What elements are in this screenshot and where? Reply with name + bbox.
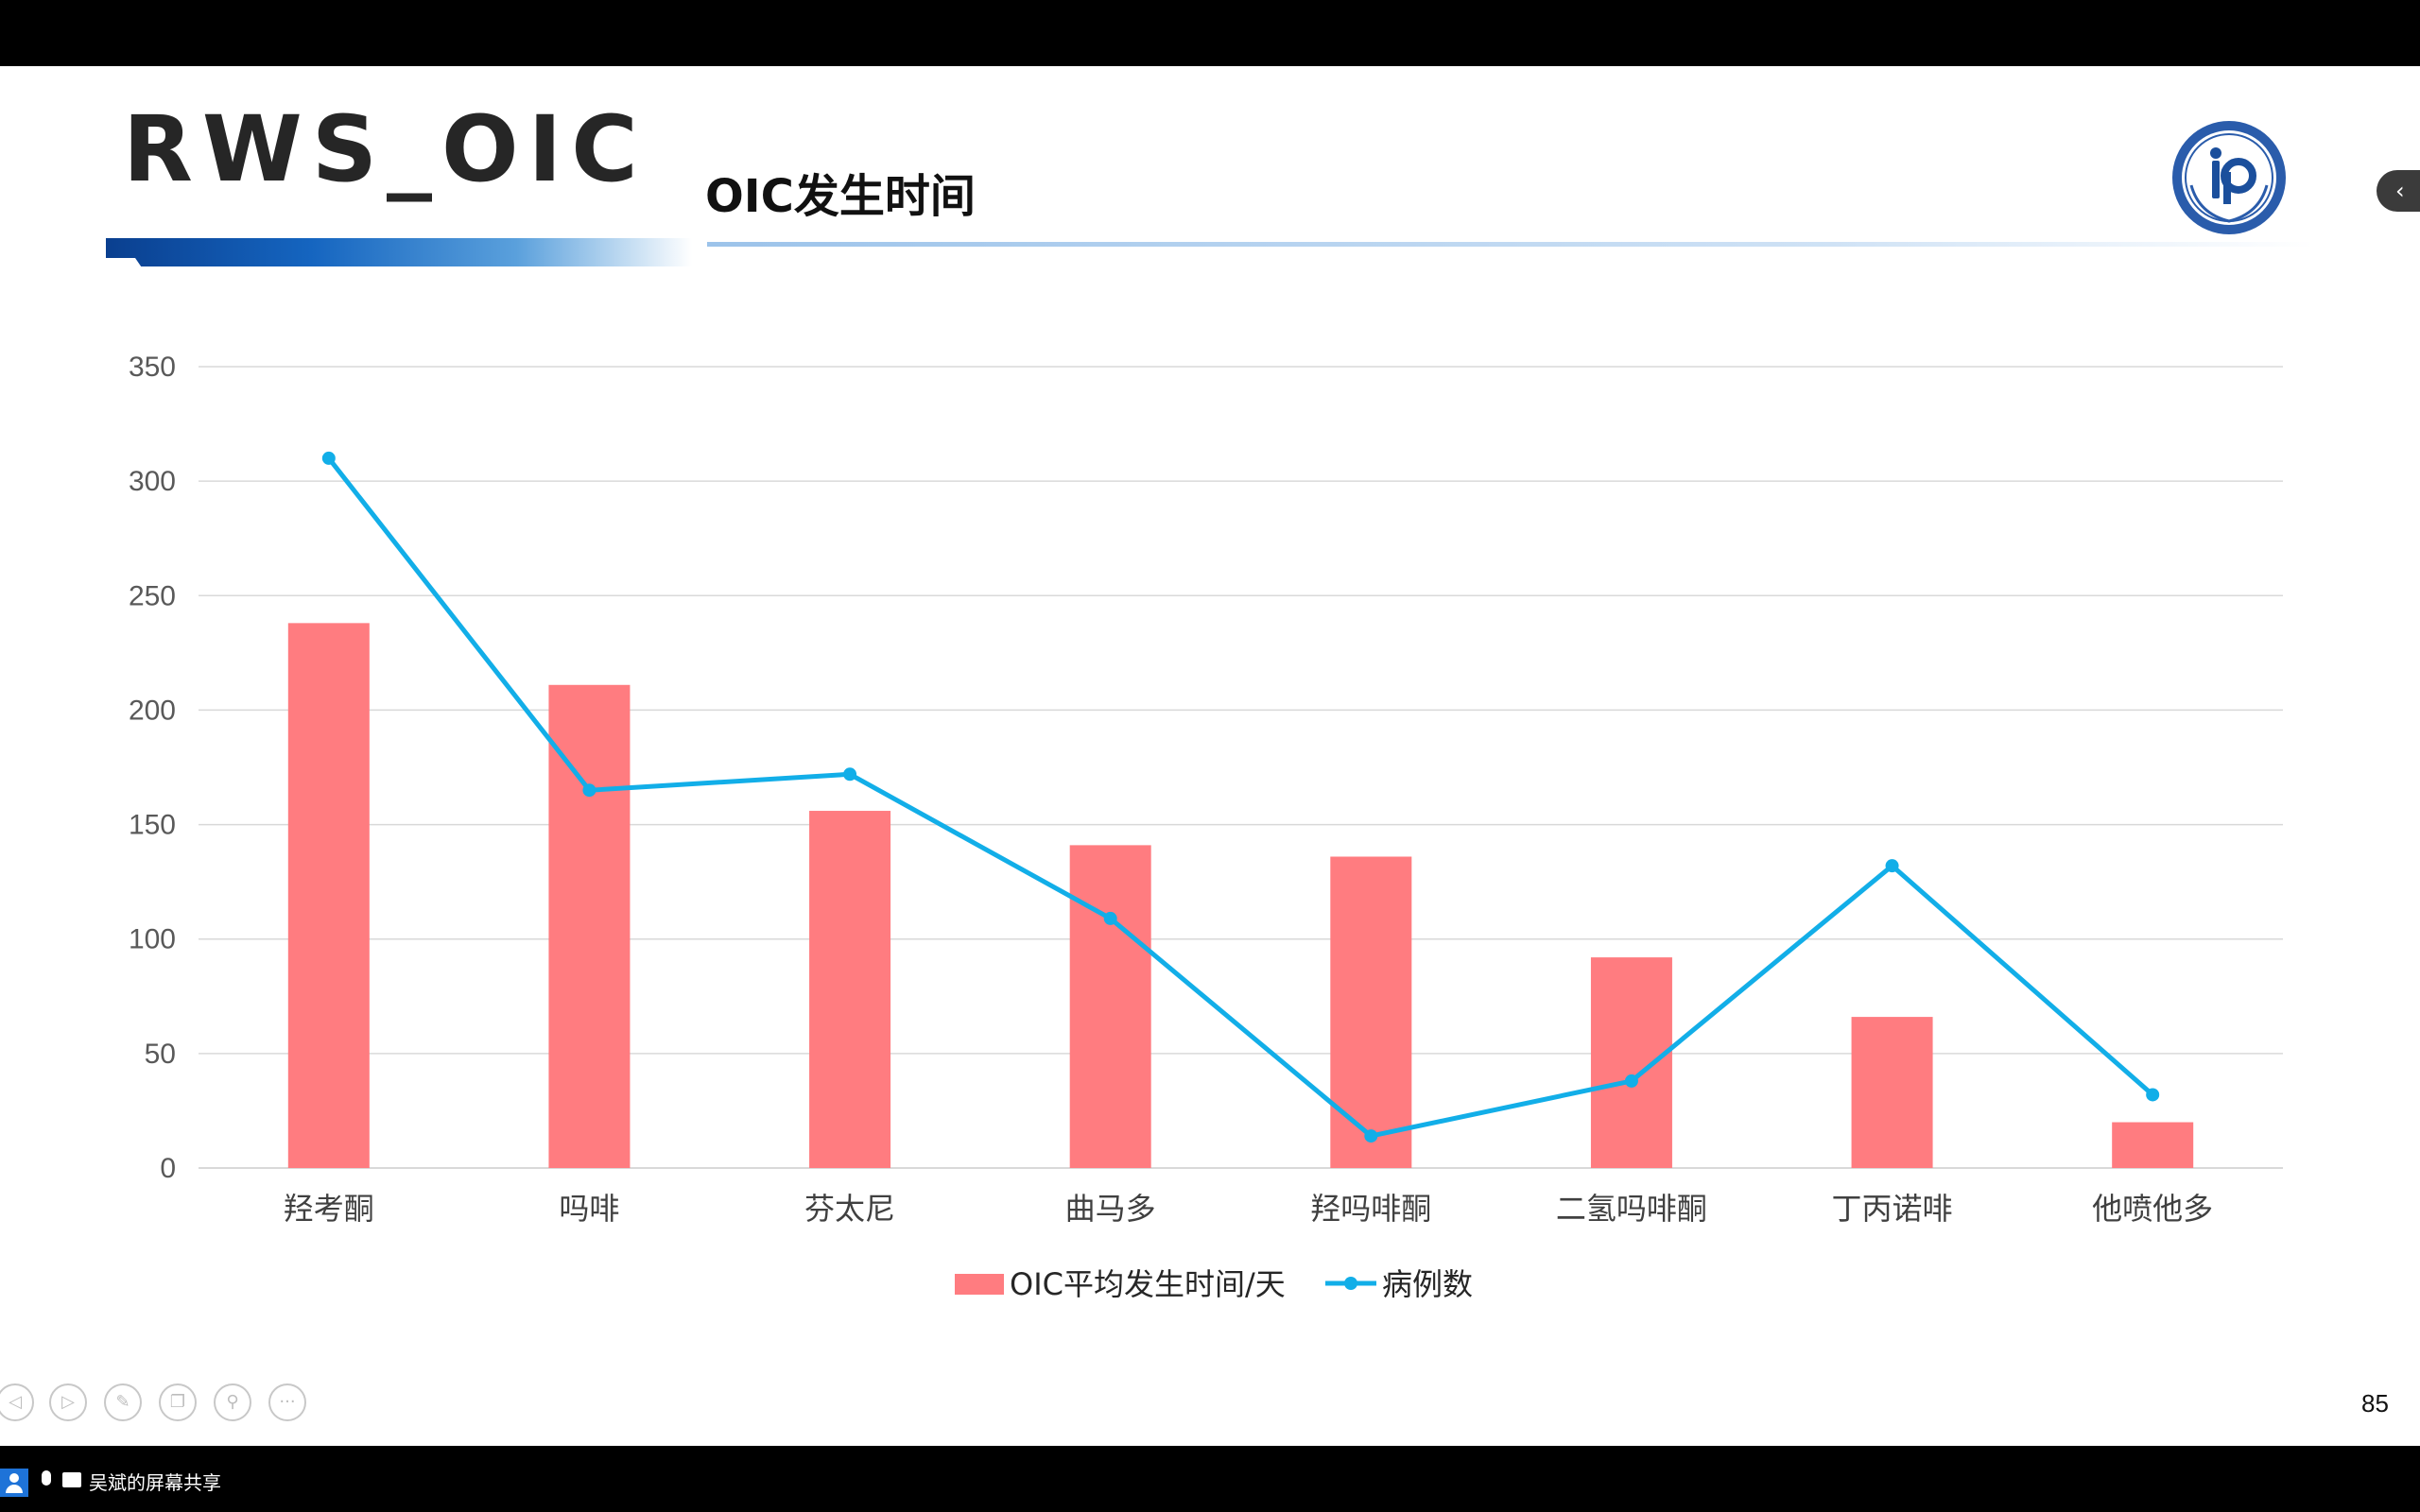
- slide-overview-button[interactable]: ❐: [159, 1383, 197, 1421]
- legend-label-bar: OIC平均发生时间/天: [1010, 1266, 1286, 1302]
- y-tick-label: 200: [129, 695, 176, 726]
- page-number: 85: [2361, 1389, 2389, 1418]
- bar: [809, 811, 891, 1168]
- line-point: [582, 783, 596, 798]
- x-tick-label: 吗啡: [559, 1191, 619, 1227]
- chart-x-ticks: 羟考酮 吗啡 芬太尼 曲马多 羟吗啡酮 二氢吗啡酮 丁丙诺啡 他喷他多: [284, 1191, 2213, 1227]
- x-tick-label: 曲马多: [1065, 1191, 1156, 1227]
- slides-icon: ❐: [169, 1392, 186, 1412]
- screen-share-label: 吴斌的屏幕共享: [89, 1471, 221, 1494]
- ellipsis-icon: ···: [279, 1392, 296, 1412]
- x-tick-label: 羟考酮: [284, 1191, 374, 1227]
- participant-icon[interactable]: [0, 1469, 28, 1497]
- line-point: [1103, 911, 1117, 925]
- line-point: [2146, 1088, 2160, 1102]
- triangle-right-icon: ▷: [61, 1392, 75, 1412]
- chart-line: [321, 451, 2160, 1143]
- y-tick-label: 50: [145, 1039, 176, 1070]
- chart: 0 50 100 150 200 250 300 350 羟考酮 吗啡 芬太尼 曲马多 羟吗啡酮 二氢吗…: [129, 352, 2283, 1302]
- y-tick-label: 300: [129, 466, 176, 497]
- previous-slide-button[interactable]: ◁: [0, 1383, 34, 1421]
- line-point: [1364, 1129, 1378, 1143]
- chevron-left-icon: ‹: [2395, 178, 2405, 204]
- zoom-button[interactable]: ⚲: [214, 1383, 251, 1421]
- bar: [287, 623, 370, 1168]
- next-slide-button[interactable]: ▷: [49, 1383, 87, 1421]
- bar: [1069, 845, 1151, 1168]
- y-tick-label: 150: [129, 810, 176, 841]
- line-point: [321, 451, 336, 465]
- legend-swatch-point: [1344, 1277, 1357, 1290]
- bar: [1851, 1017, 1933, 1168]
- y-tick-label: 100: [129, 924, 176, 955]
- x-tick-label: 他喷他多: [2092, 1191, 2213, 1227]
- x-tick-label: 芬太尼: [804, 1191, 895, 1227]
- x-tick-label: 丁丙诺啡: [1832, 1191, 1953, 1227]
- institution-logo-icon: [2172, 121, 2286, 234]
- slide-subtitle: OIC发生时间: [705, 170, 976, 223]
- title-accent-bar: [106, 238, 692, 266]
- legend-label-line: 病例数: [1382, 1266, 1473, 1302]
- chart-legend: OIC平均发生时间/天 病例数: [955, 1266, 1473, 1302]
- chart-bars: [287, 623, 2194, 1168]
- pen-icon: ✎: [115, 1392, 130, 1412]
- magnifier-icon: ⚲: [226, 1392, 239, 1412]
- y-tick-label: 0: [160, 1153, 176, 1184]
- y-tick-label: 250: [129, 580, 176, 611]
- x-tick-label: 羟吗啡酮: [1310, 1191, 1431, 1227]
- legend-swatch-bar: [955, 1274, 1004, 1295]
- microphone-icon[interactable]: [42, 1470, 51, 1486]
- pen-tool-button[interactable]: ✎: [104, 1383, 142, 1421]
- line-point: [1885, 859, 1899, 873]
- bar: [1590, 957, 1672, 1168]
- bar: [2112, 1122, 2194, 1168]
- bar: [1330, 856, 1412, 1168]
- slide-title: RWS_OIC: [123, 96, 648, 202]
- slide: RWS_OIC OIC发生时间 ‹ 0 50 100 150 200 250 300 350 …: [0, 66, 2420, 1446]
- chart-y-ticks: 0 50 100 150 200 250 300 350: [129, 352, 176, 1184]
- triangle-left-icon: ◁: [9, 1392, 22, 1412]
- line-point: [843, 767, 857, 782]
- screen-share-bar: 吴斌的屏幕共享: [0, 1446, 2420, 1512]
- side-panel-toggle[interactable]: ‹: [2377, 170, 2420, 212]
- subtitle-underline: [707, 242, 2314, 247]
- bar: [548, 684, 631, 1168]
- screen-share-icon[interactable]: [62, 1472, 81, 1487]
- series-line: [326, 456, 2154, 1139]
- more-options-button[interactable]: ···: [268, 1383, 306, 1421]
- y-tick-label: 350: [129, 352, 176, 383]
- x-tick-label: 二氢吗啡酮: [1556, 1191, 1707, 1227]
- line-point: [1624, 1074, 1638, 1088]
- chart-gridlines: [199, 366, 2283, 1169]
